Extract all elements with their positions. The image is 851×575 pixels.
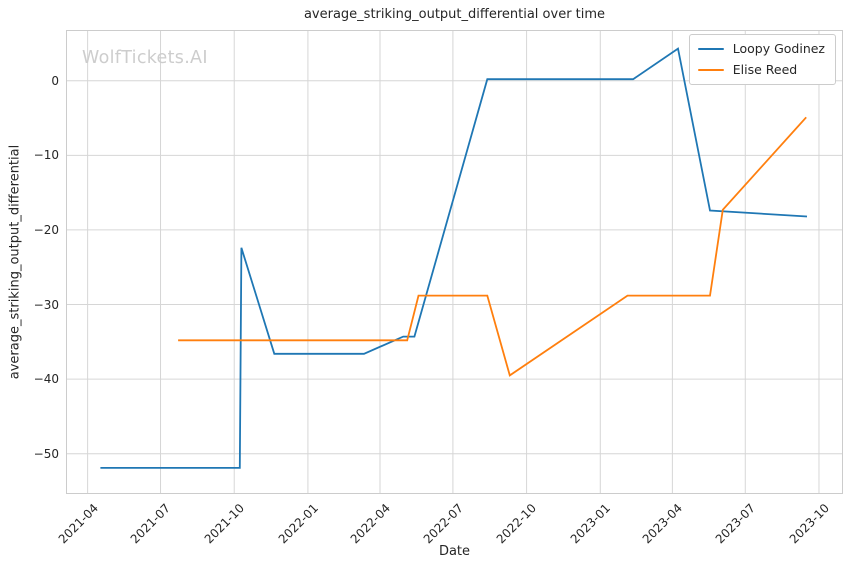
plot-area xyxy=(66,30,843,494)
x-tick-label: 2022-04 xyxy=(347,501,393,547)
x-tick-label: 2023-07 xyxy=(712,501,759,547)
plot-spines xyxy=(66,30,843,494)
x-tick-label: 2022-07 xyxy=(420,501,466,547)
x-tick-label: 2023-01 xyxy=(567,501,614,547)
legend: Loopy Godinez Elise Reed xyxy=(688,34,836,85)
x-axis-label: Date xyxy=(438,544,471,559)
x-tick-label: 2021-07 xyxy=(128,501,174,547)
legend-label: Loopy Godinez xyxy=(732,41,825,56)
y-tick-label: −10 xyxy=(33,148,59,163)
legend-label: Elise Reed xyxy=(732,62,798,77)
y-tick-label: 0 xyxy=(51,73,59,88)
legend-item-loopy-godinez: Loopy Godinez xyxy=(697,41,825,56)
x-tick-label: 2023-10 xyxy=(786,501,832,547)
legend-line-sample-orange xyxy=(697,68,724,72)
x-tick-label: 2021-10 xyxy=(201,501,248,547)
legend-line-sample-blue xyxy=(697,47,724,51)
chart-title: average_striking_output_differential ove… xyxy=(303,7,606,22)
y-axis-label: average_striking_output_differential xyxy=(7,144,23,380)
x-tick-label: 2021-04 xyxy=(55,501,101,547)
watermark: WolfTickets.AI xyxy=(82,48,208,68)
legend-item-elise-reed: Elise Reed xyxy=(697,62,825,77)
y-tick-label: −50 xyxy=(33,446,59,461)
x-tick-label: 2023-04 xyxy=(639,501,686,547)
series-line-elise-reed xyxy=(178,116,807,377)
y-tick-label: −40 xyxy=(33,372,59,387)
x-tick-label: 2022-01 xyxy=(275,501,321,547)
x-tick-label: 2022-10 xyxy=(494,501,540,547)
y-tick-label: −30 xyxy=(33,297,59,312)
y-tick-label: −20 xyxy=(33,222,59,237)
series-line-loopy-godinez xyxy=(100,47,808,469)
